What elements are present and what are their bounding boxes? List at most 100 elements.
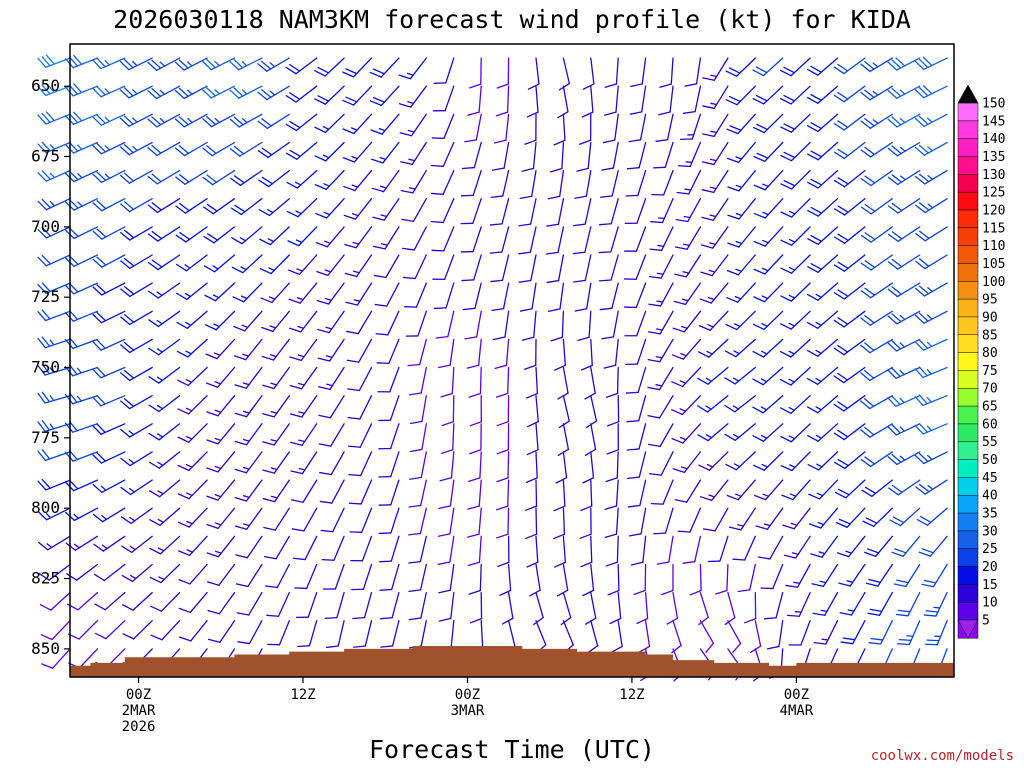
wind-barb — [176, 310, 208, 329]
wind-barb — [460, 226, 482, 253]
wind-barb — [468, 451, 482, 482]
wind-barb — [67, 591, 99, 611]
wind-barb — [605, 366, 619, 398]
wind-barb — [891, 535, 921, 557]
wind-barb — [93, 563, 126, 582]
colorbar-swatch — [957, 281, 979, 300]
wind-barb — [780, 198, 811, 218]
wind-barb — [148, 366, 181, 384]
wind-barb — [834, 451, 866, 470]
wind-barb — [177, 451, 208, 472]
wind-barb — [605, 451, 619, 483]
wind-barb — [345, 282, 373, 306]
wind-barb — [435, 310, 455, 339]
wind-barb — [202, 169, 236, 186]
wind-barb — [287, 226, 318, 247]
wind-barb — [352, 591, 373, 620]
wind-barb — [371, 141, 400, 164]
wind-barb — [860, 85, 893, 101]
colorbar-label: 125 — [982, 186, 1005, 201]
colorbar-label: 45 — [982, 471, 998, 486]
wind-barb — [674, 226, 702, 250]
wind-barb — [430, 198, 455, 224]
wind-barb — [780, 254, 811, 274]
wind-barb — [587, 620, 599, 654]
wind-barb — [781, 479, 811, 501]
wind-barb — [203, 254, 236, 273]
wind-barb — [316, 254, 345, 276]
wind-barb — [647, 395, 674, 419]
wind-barb — [231, 254, 263, 274]
wind-barb — [915, 169, 948, 185]
wind-barb — [807, 226, 839, 245]
wind-barb — [923, 591, 948, 617]
wind-barb — [491, 141, 510, 171]
wind-barb — [150, 620, 181, 641]
wind-barb — [258, 198, 290, 217]
wind-barb — [679, 113, 702, 141]
wind-barb — [546, 254, 565, 284]
wind-barb — [174, 57, 208, 71]
colorbar-swatch — [957, 459, 979, 479]
wind-barb — [260, 282, 290, 304]
wind-barb — [346, 310, 373, 335]
wind-barb — [574, 282, 592, 312]
x-tick-label: 2MAR — [122, 703, 156, 719]
wind-barb — [572, 198, 592, 227]
wind-barb — [441, 395, 455, 427]
wind-barb — [437, 507, 455, 537]
wind-barb — [808, 479, 839, 500]
colorbar-label: 115 — [982, 221, 1005, 236]
wind-barb — [702, 85, 729, 109]
colorbar-swatch — [957, 441, 979, 461]
wind-barb — [149, 563, 181, 584]
wind-barb — [408, 591, 427, 621]
wind-barb — [467, 479, 482, 510]
x-axis-label: Forecast Time (UTC) — [369, 735, 655, 764]
wind-barb — [377, 366, 400, 393]
wind-barb — [122, 620, 153, 640]
wind-barb — [915, 479, 948, 495]
wind-barb — [37, 478, 71, 491]
wind-barb — [779, 338, 811, 358]
wind-barb — [400, 141, 427, 166]
wind-barb — [493, 113, 510, 144]
wind-barb — [431, 226, 455, 252]
wind-barb — [207, 620, 236, 643]
wind-barb — [202, 141, 236, 157]
wind-barb — [297, 620, 318, 648]
wind-barb — [835, 507, 866, 528]
wind-barb — [676, 169, 702, 195]
wind-barb — [292, 535, 318, 561]
wind-barb — [438, 338, 455, 369]
wind-barb — [262, 451, 290, 474]
colorbar-label: 15 — [982, 578, 998, 593]
wind-barb — [378, 451, 400, 478]
wind-barb — [727, 620, 742, 653]
wind-barb — [545, 226, 565, 255]
wind-barb — [370, 113, 400, 135]
colorbar-swatch — [957, 494, 979, 514]
wind-barb — [119, 85, 153, 99]
wind-barb — [262, 366, 290, 390]
wind-barb — [369, 57, 400, 78]
wind-barb — [889, 507, 921, 527]
wind-barb — [554, 535, 567, 568]
wind-barb — [262, 395, 290, 418]
wind-barb — [439, 620, 455, 651]
colorbar-label: 105 — [982, 257, 1005, 272]
colorbar-swatch — [957, 566, 979, 586]
wind-barb — [525, 451, 538, 484]
wind-barb — [697, 366, 729, 385]
wind-barb — [380, 620, 400, 648]
wind-barb — [887, 310, 921, 325]
wind-barb — [725, 85, 756, 106]
wind-barb — [399, 113, 427, 137]
wind-barb — [752, 85, 784, 105]
wind-barb — [651, 169, 674, 196]
colorbar-label: 65 — [982, 400, 998, 415]
wind-barb — [726, 254, 756, 276]
wind-barb — [623, 282, 647, 309]
wind-barb — [650, 479, 674, 505]
